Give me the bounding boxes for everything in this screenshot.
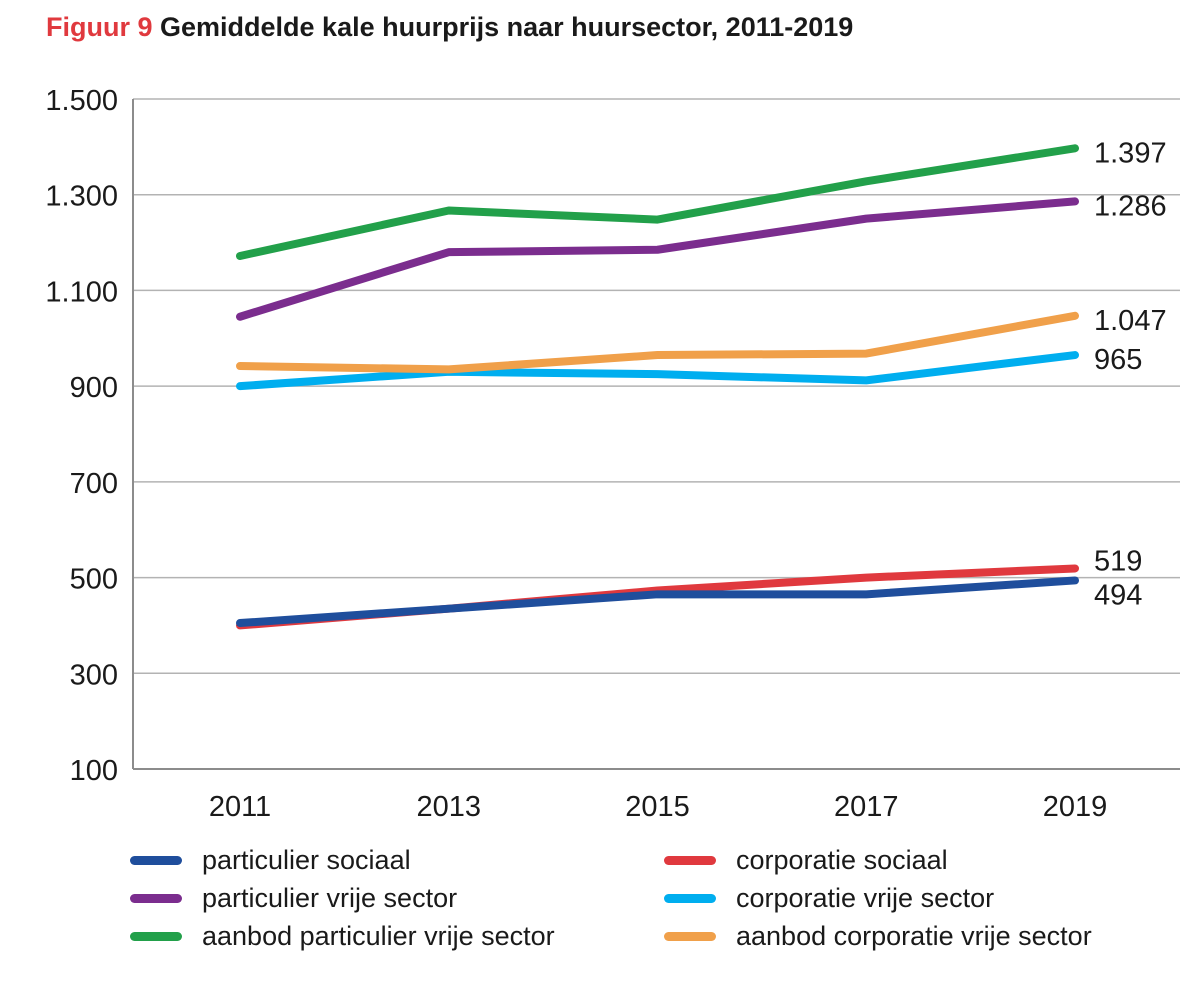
- legend-label: aanbod corporatie vrije sector: [736, 920, 1092, 951]
- series-line: [236, 576, 1079, 628]
- series-line: [236, 144, 1079, 260]
- data-label: 1.286: [1094, 190, 1167, 222]
- legend-label: corporatie sociaal: [736, 844, 948, 875]
- legend-swatch: [130, 893, 182, 903]
- legend-label: particulier sociaal: [202, 844, 411, 875]
- y-tick-label: 1.500: [45, 85, 118, 117]
- legend-swatch: [130, 931, 182, 941]
- x-tick-label: 2015: [625, 791, 690, 823]
- x-tick-label: 2017: [834, 791, 899, 823]
- legend-item: corporatie sociaal: [664, 842, 948, 878]
- series-line: [236, 311, 1079, 374]
- chart-title-text: Gemiddelde kale huurprijs naar huursecto…: [160, 12, 854, 42]
- data-label: 494: [1094, 579, 1142, 611]
- x-tick-label: 2011: [209, 791, 271, 823]
- data-label: 519: [1094, 545, 1142, 577]
- legend-item: corporatie vrije sector: [664, 880, 994, 916]
- legend-item: aanbod corporatie vrije sector: [664, 918, 1092, 954]
- legend-swatch: [664, 931, 716, 941]
- y-tick-label: 700: [70, 468, 118, 500]
- y-tick-label: 1.300: [45, 181, 118, 213]
- legend-item: aanbod particulier vrije sector: [130, 918, 555, 954]
- data-label: 1.047: [1094, 305, 1167, 337]
- y-tick-label: 500: [70, 564, 118, 596]
- legend-label: corporatie vrije sector: [736, 882, 995, 913]
- x-tick-label: 2019: [1043, 791, 1108, 823]
- x-tick-label: 2013: [416, 791, 481, 823]
- data-label: 1.397: [1094, 137, 1167, 169]
- legend-label: aanbod particulier vrije sector: [202, 920, 555, 951]
- legend-swatch: [664, 893, 716, 903]
- legend-label: particulier vrije sector: [202, 882, 458, 913]
- chart-title: Figuur 9 Gemiddelde kale huurprijs naar …: [46, 12, 853, 43]
- y-tick-label: 100: [70, 755, 118, 787]
- legend-swatch: [664, 855, 716, 865]
- legend-swatch: [130, 855, 182, 865]
- line-chart: 100 300 500 700 900 1.100 1.300 1.500 2011 2013 20…: [45, 85, 1180, 823]
- y-tick-label: 1.100: [45, 276, 118, 308]
- legend-item: particulier vrije sector: [130, 880, 457, 916]
- data-label: 965: [1094, 344, 1142, 376]
- series-line: [236, 351, 1079, 391]
- figure-number: Figuur 9: [46, 12, 153, 42]
- legend-item: particulier sociaal: [130, 842, 411, 878]
- y-tick-label: 900: [70, 372, 118, 404]
- series-line: [236, 197, 1079, 321]
- y-tick-label: 300: [70, 659, 118, 691]
